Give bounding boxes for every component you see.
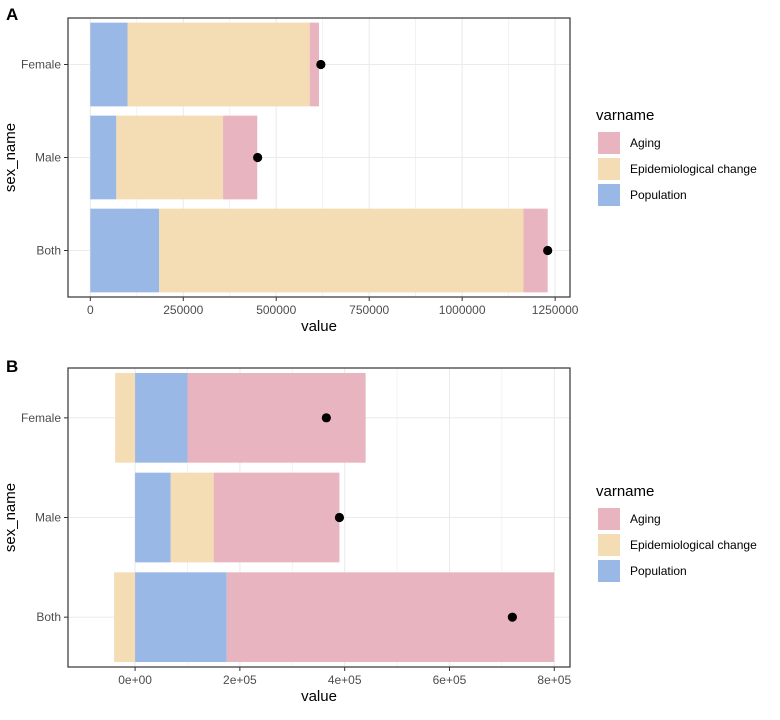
panel-a-xtick-label-0: 0 [87,303,94,317]
panel-b-legend-label-population: Population [630,564,687,578]
panel-a-legend-label-epidemiological: Epidemiological change [630,162,757,176]
panel-a-xtick-label-2: 500000 [256,303,296,317]
panel-b-legend-label-epidemiological: Epidemiological change [630,538,757,552]
panel-a-legend-key-aging [598,132,620,154]
panel-b-bars [114,372,555,663]
panel-a-ytick-label-both: Both [36,244,61,258]
panel-b-legend-key-epidemiological [598,534,620,556]
panel-a-xtick-label-3: 750000 [349,303,389,317]
panel-a-bar-male-population [90,115,117,200]
panel-a-legend-key-epidemiological [598,158,620,180]
panel-a-xtick-label-4: 1000000 [439,303,486,317]
panel-a-bar-male-epi [116,115,224,200]
panel-a-legend-label-aging: Aging [630,136,661,150]
panel-b-xtick-label-1: 2e+05 [223,673,257,687]
panel-b-ytick-label-male: Male [35,511,61,525]
panel-a-bar-female-population [90,22,128,107]
panel-b-y-ticks: Both Male Female [21,411,68,624]
panel-b-bar-male-epi [170,472,214,563]
panel-a-x-ticks: 0 250000 500000 750000 1000000 1250000 [87,297,579,317]
panel-b-bar-both-epi [114,572,136,663]
panel-b-bar-both-population [135,572,227,663]
panel-b-legend-title: varname [596,483,654,500]
panel-a-point-male [253,152,263,163]
panel-b-x-label: value [301,688,337,705]
panel-a-y-label: sex_name [2,123,19,192]
panel-b-x-ticks: 0e+00 2e+05 4e+05 6e+05 8e+05 [118,667,571,687]
panel-a-bar-female-aging [309,22,319,107]
panel-b-point-male [334,512,345,523]
panel-a-ytick-label-female: Female [21,58,61,72]
panel-b-legend-label-aging: Aging [630,512,661,526]
panel-b-bar-female-aging [187,372,366,463]
panel-a-y-ticks: Both Male Female [21,58,68,258]
panel-a-legend-label-population: Population [630,188,687,202]
panel-b: B Both Male Female 0e+00 2e+05 4e+05 6e+05 8e+… [2,357,757,705]
panel-b-bar-female-population [135,372,188,463]
panel-a-bar-male-aging [223,115,258,200]
panel-b-ytick-label-both: Both [36,610,61,624]
panel-a-xtick-label-1: 250000 [163,303,203,317]
panel-b-xtick-label-3: 6e+05 [433,673,467,687]
panel-a: A Both Male Female 0 250000 500000 750000 1000… [2,5,757,335]
panel-b-points [321,413,517,622]
panel-a-ytick-label-male: Male [35,151,61,165]
panel-b-bar-male-aging [213,472,340,563]
panel-a-bar-female-epi [127,22,310,107]
panel-b-y-label: sex_name [2,483,19,552]
panel-b-bar-female-epi [115,372,136,463]
panel-b-legend-key-population [598,560,620,582]
panel-b-xtick-label-2: 4e+05 [328,673,362,687]
panel-b-tag: B [6,357,18,376]
panel-b-point-both [507,612,517,622]
panel-b-bar-both-aging [226,572,555,663]
panel-a-legend: varname Aging Epidemiological change Pop… [596,107,757,206]
panel-b-legend-key-aging [598,508,620,530]
panel-a-point-female [316,59,326,70]
panel-a-legend-key-population [598,184,620,206]
panel-b-legend: varname Aging Epidemiological change Pop… [596,483,757,582]
panel-a-points [253,59,553,256]
panel-a-point-both [543,245,553,256]
panel-b-bar-male-population [135,472,171,563]
panel-a-xtick-label-5: 1250000 [532,303,579,317]
panel-a-tag: A [6,5,18,24]
panel-a-legend-title: varname [596,107,654,124]
panel-a-bar-both-epi [159,208,524,293]
panel-a-x-label: value [301,318,337,335]
panel-a-bars [90,22,548,293]
panel-a-bar-both-population [90,208,160,293]
panel-b-point-female [321,413,331,423]
panel-b-xtick-label-4: 8e+05 [537,673,571,687]
panel-b-ytick-label-female: Female [21,411,61,425]
panel-b-xtick-label-0: 0e+00 [118,673,152,687]
